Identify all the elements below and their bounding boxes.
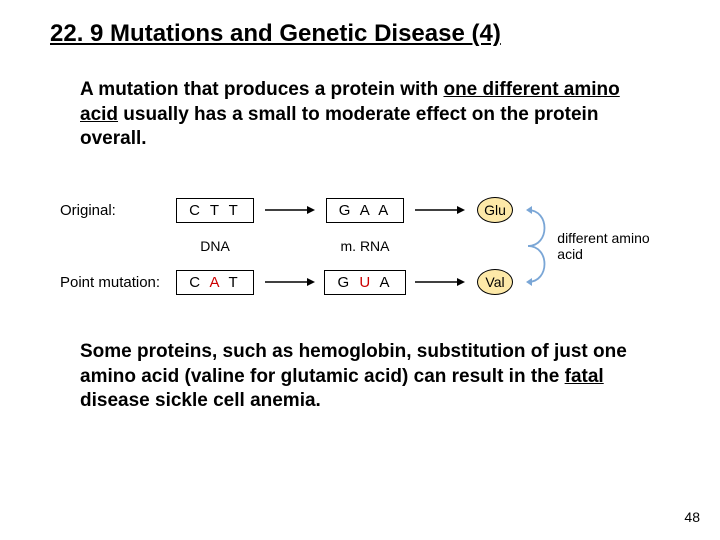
- aa-mutation: Val: [477, 269, 513, 295]
- arrow-icon: [260, 276, 320, 288]
- cell-aa-mutation: Val: [470, 269, 520, 295]
- intro-paragraph: A mutation that produces a protein with …: [80, 78, 640, 152]
- mrna-diff: U: [359, 274, 373, 291]
- outro-pre: Some proteins, such as hemoglobin, subst…: [80, 341, 627, 387]
- dna-diff: A: [209, 274, 221, 291]
- mrna-box-mutation: G U A: [324, 270, 405, 295]
- outro-paragraph: Some proteins, such as hemoglobin, subst…: [80, 340, 650, 414]
- side-label-different-aa: different amino acid: [557, 230, 660, 262]
- mrna-rest: A: [373, 274, 392, 291]
- dna-rest: T: [222, 274, 241, 291]
- intro-post: usually has a small to moderate effect o…: [80, 104, 598, 150]
- aa-bracket: [524, 206, 549, 286]
- col-label-mrna: m. RNA: [320, 238, 410, 254]
- cell-dna-original: C T T: [170, 198, 260, 223]
- cell-aa-original: Glu: [470, 197, 520, 223]
- cell-mrna-original: G A A: [320, 198, 410, 223]
- intro-pre: A mutation that produces a protein with: [80, 79, 443, 100]
- row-column-labels: DNA m. RNA: [60, 228, 520, 264]
- arrow-icon: [260, 204, 320, 216]
- page-number: 48: [684, 509, 700, 525]
- mutation-diagram: Original: C T T G A A Glu: [60, 192, 660, 300]
- cell-dna-mutation: C A T: [170, 270, 260, 295]
- mrna-box-original: G A A: [326, 198, 405, 223]
- arrow-icon: [410, 204, 470, 216]
- dna-box-original: C T T: [176, 198, 254, 223]
- arrow-icon: [410, 276, 470, 288]
- dna-same: C: [189, 274, 209, 291]
- dna-box-mutation: C A T: [176, 270, 253, 295]
- outro-post: disease sickle cell anemia.: [80, 390, 321, 411]
- mrna-same: G: [337, 274, 359, 291]
- row-mutation: Point mutation: C A T G U A Val: [60, 264, 520, 300]
- cell-mrna-mutation: G U A: [320, 270, 410, 295]
- slide-title: 22. 9 Mutations and Genetic Disease (4): [50, 20, 670, 48]
- outro-underlined: fatal: [565, 366, 604, 387]
- row-label-mutation: Point mutation:: [60, 274, 170, 291]
- row-label-original: Original:: [60, 202, 170, 219]
- col-label-dna: DNA: [170, 238, 260, 254]
- aa-original: Glu: [477, 197, 513, 223]
- row-original: Original: C T T G A A Glu: [60, 192, 520, 228]
